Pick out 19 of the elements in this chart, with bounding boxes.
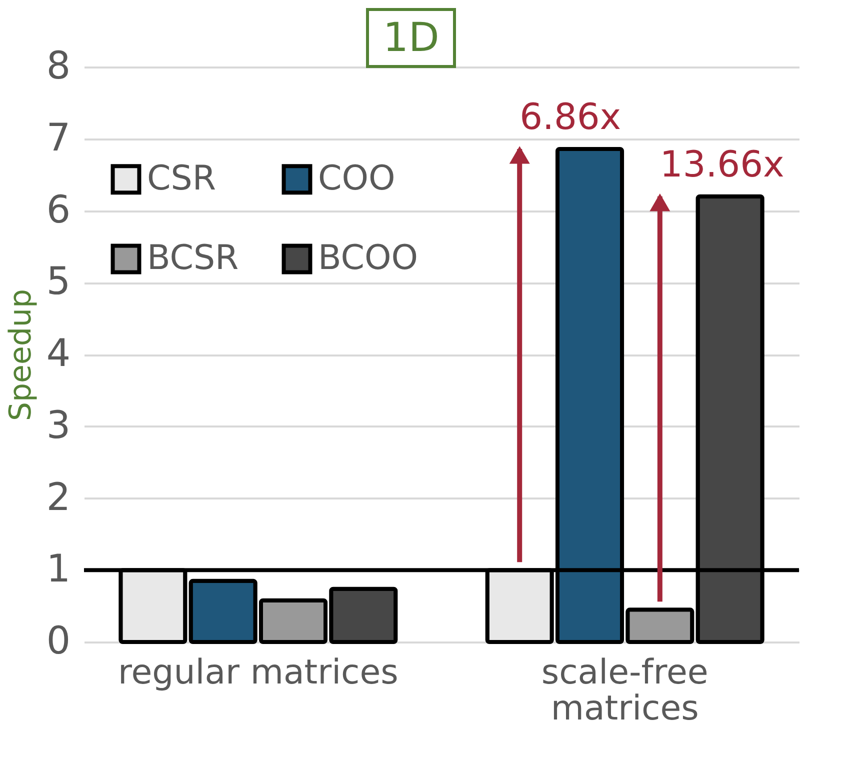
legend-label: BCSR: [147, 238, 239, 278]
chart-title: 1D: [366, 8, 456, 68]
y-tick-label: 5: [46, 259, 70, 304]
legend-label: BCOO: [318, 238, 418, 278]
annotation: 6.86x: [520, 96, 622, 138]
y-tick-label: 2: [46, 474, 70, 519]
y-tick-label: 7: [46, 115, 70, 160]
legend-label: COO: [318, 158, 396, 198]
annotation: 13.66x: [660, 144, 784, 186]
y-tick-label: 4: [46, 331, 70, 375]
x-tick-label: scale-free matrices: [541, 652, 708, 728]
y-tick-label: 0: [46, 618, 70, 662]
legend-label: CSR: [147, 158, 216, 198]
y-axis-title: Speedup: [3, 288, 38, 422]
y-tick-label: 1: [46, 546, 70, 591]
x-tick-label: regular matrices: [118, 652, 398, 692]
y-tick-label: 8: [46, 44, 70, 88]
y-tick-label: 6: [46, 187, 70, 232]
y-tick-label: 3: [46, 402, 70, 447]
